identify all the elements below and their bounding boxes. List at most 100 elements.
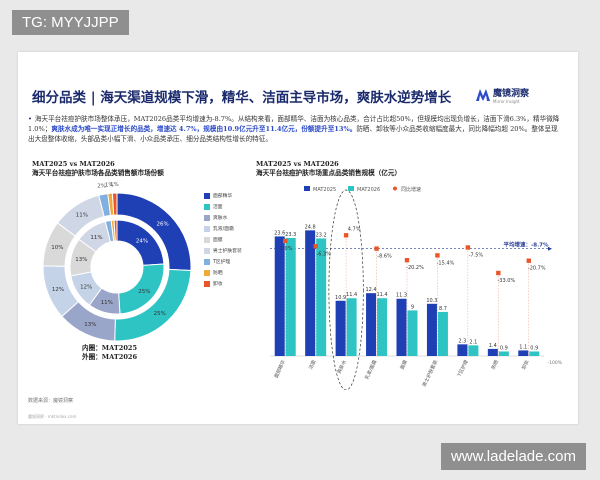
donut-legend-item: 防晒 [204,269,223,276]
bar-mat2026-3 [346,298,357,356]
data-source: 数据来源：魔镜洞察 [28,398,74,404]
growth-value-label: -20.2% [406,265,424,271]
legend-swatch [204,280,210,287]
bar-value-label: 24.8 [305,224,316,230]
category-tick-label: T区护理 [456,359,470,379]
summary-paragraph: • 海天平台祛痘护肤市场整体承压，MAT2026品类平均增速为-8.7%。从结构来… [28,114,560,144]
growth-value-label: -15.4% [437,260,455,266]
inner-ring-slice-9 [113,219,118,242]
brand-mark-icon [476,89,490,101]
legend-label: 防晒 [213,271,223,276]
category-tick-label: 卸妆 [520,359,530,371]
bar-value-label: 23.2 [316,232,327,238]
growth-point-8 [496,270,501,276]
inner-ring-label-4: 12% [80,285,92,291]
outer-ring-label-2: 25% [154,311,166,317]
outer-ring-label-5: 10% [51,245,63,251]
growth-point-2 [313,244,318,249]
category-tick-label: 面部精华 [273,359,288,380]
donut-legend-item: T区护理 [204,258,230,265]
bar-mat2025-2 [305,230,316,356]
legend-label: 男士护肤套装 [213,249,242,254]
bar-legend-label-1: MAT2025 [313,187,336,193]
donut-legend-item: 面部精华 [204,192,232,199]
summary-text-2: 防晒、卸妆等小众品类收缩幅度最大，同比降幅均超 20%。整体呈现出大盘整体收缩，… [28,125,558,143]
legend-label: 乳液/面霜 [213,227,234,232]
bar-mat2025-5 [396,298,407,356]
donut-title-line2: 海天平台祛痘护肤市场各品类销售额市场份额 [32,169,164,177]
growth-value-label: -6.3% [316,251,331,257]
inner-ring-label-6: 11% [90,235,102,241]
growth-point-1 [283,238,288,244]
growth-point-5 [404,258,410,263]
outer-ring-label-7: 2% [97,183,106,189]
bar-legend-swatch-1 [304,186,310,191]
donut-outer-note: 外圈：MAT2026 [82,353,138,361]
bar-value-label: 2.3 [458,338,466,344]
bar-mat2025-1 [274,236,285,356]
bar-value-label: 23.3 [285,232,296,238]
donut-ring-note: 内圈：MAT2025 外圈：MAT2026 [82,344,137,362]
bar-value-label: 8.7 [439,306,447,312]
legend-swatch [204,192,210,199]
growth-point-9 [526,258,531,263]
bar-value-label: 23.6 [274,230,285,236]
legend-swatch [204,269,210,276]
bar-value-label: 2.1 [469,339,477,345]
brand-subtitle: Mirror Insight [493,99,520,104]
legend-label: 洁面 [213,205,223,210]
highlight-ellipse [328,189,364,390]
growth-point-7 [465,245,471,250]
bar-mat2025-9 [518,350,529,356]
donut-legend-item: 洁面 [204,203,223,210]
bar-value-label: 9 [411,304,414,310]
bar-mat2026-8 [498,351,509,356]
bullet-dot-icon: • [28,115,32,123]
bar-title-line1: MAT2025 vs MAT2026 [256,160,339,168]
outer-ring-label-8: 1% [105,182,114,188]
bar-mat2025-3 [335,300,346,356]
category-tick-label: 面膜 [398,359,408,371]
page-title: 细分品类 | 海天渠道规模下滑，精华、洁面主导市场，爽肤水逆势增长 [32,90,452,106]
donut-legend-item: 面膜 [204,236,223,243]
growth-value-label: -1.0% [278,246,293,252]
bar-mat2025-7 [457,344,468,356]
bar-value-label: 11.3 [396,293,407,299]
bar-value-label: 11.4 [376,292,387,298]
summary-text-1: 海天平台祛痘护肤市场整体承压，MAT2026品类平均增速为-8.7%。从结构来看… [28,115,560,133]
category-tick-label: 洁面 [307,359,317,371]
inner-ring-label-5: 13% [75,257,87,263]
bar-value-label: 0.9 [530,345,538,351]
bar-value-label: 12.4 [365,287,376,293]
legend-label: 面部精华 [213,194,233,199]
outer-ring-label-3: 13% [84,322,96,328]
bar-mat2026-7 [468,345,479,356]
donut-chart-title: MAT2025 vs MAT2026 海天平台祛痘护肤市场各品类销售额市场份额 [32,160,164,178]
legend-swatch [204,236,210,243]
watermark-bottom: www.ladelade.com [440,443,586,470]
bar-mat2026-5 [407,310,418,356]
legend-swatch [204,247,210,254]
legend-swatch [204,203,210,210]
donut-chart: 26%25%13%12%10%11%2%1%1%24%25%11%12%13%1… [42,182,192,342]
growth-point-6 [435,253,440,258]
growth-value-label: -7.5% [469,253,484,259]
watermark-top: TG: MYYJJPP [12,10,129,35]
bar-legend-label-2: MAT2026 [357,187,380,193]
outer-ring-label-9: 1% [110,182,119,188]
legend-swatch [204,258,210,265]
category-tick-label: 防晒 [490,359,500,371]
summary-highlight: 爽肤水成为唯一实现正增长的品类，增速达 4.7%，规模由10.9亿元升至11.4… [51,125,357,133]
legend-label: 面膜 [213,238,223,243]
growth-point-4 [374,246,379,251]
donut-legend-item: 乳液/面霜 [204,225,234,232]
page-footer: 魔镜洞察 · mktindex.com [28,414,77,419]
bar-mat2025-4 [366,293,377,356]
inner-ring-label-2: 25% [138,289,150,295]
inner-ring-label-1: 24% [136,238,148,244]
donut-legend-item: 男士护肤套装 [204,247,242,254]
donut-inner-note: 内圈：MAT2025 [82,344,138,352]
bar-mat2025-6 [426,303,437,356]
brand-name: 魔镜洞察 [493,89,530,99]
